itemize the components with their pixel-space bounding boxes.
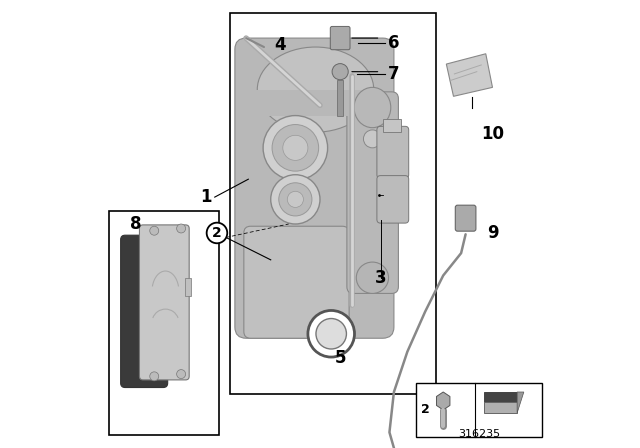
Bar	[246, 90, 383, 116]
FancyBboxPatch shape	[244, 226, 349, 338]
Text: 7: 7	[388, 65, 400, 83]
Polygon shape	[517, 392, 524, 413]
Circle shape	[283, 135, 308, 160]
FancyBboxPatch shape	[120, 235, 168, 388]
FancyBboxPatch shape	[235, 38, 394, 338]
FancyBboxPatch shape	[455, 205, 476, 231]
Text: 6: 6	[388, 34, 399, 52]
Bar	[484, 402, 517, 413]
Circle shape	[308, 310, 355, 357]
Polygon shape	[446, 54, 493, 96]
Circle shape	[150, 372, 159, 381]
FancyBboxPatch shape	[140, 225, 189, 380]
Circle shape	[177, 370, 186, 379]
Circle shape	[150, 226, 159, 235]
Circle shape	[263, 116, 328, 180]
Text: 2: 2	[212, 226, 222, 240]
Ellipse shape	[257, 47, 374, 132]
Polygon shape	[436, 392, 450, 410]
FancyBboxPatch shape	[330, 26, 350, 50]
Circle shape	[279, 183, 312, 216]
FancyBboxPatch shape	[377, 126, 409, 178]
Text: 316235: 316235	[458, 429, 500, 439]
Text: 9: 9	[486, 224, 499, 242]
Circle shape	[287, 191, 303, 207]
Bar	[185, 278, 191, 296]
Circle shape	[364, 130, 381, 148]
Bar	[337, 80, 343, 116]
Text: 10: 10	[481, 125, 504, 143]
Circle shape	[207, 223, 227, 243]
Bar	[109, 211, 219, 435]
Circle shape	[332, 64, 348, 80]
Text: 8: 8	[130, 215, 141, 233]
Bar	[230, 13, 436, 394]
Circle shape	[177, 224, 186, 233]
Text: 2: 2	[421, 402, 429, 416]
Bar	[383, 119, 401, 132]
Circle shape	[316, 319, 346, 349]
Circle shape	[271, 175, 320, 224]
Text: 3: 3	[374, 269, 387, 287]
Ellipse shape	[354, 87, 391, 128]
FancyBboxPatch shape	[377, 176, 409, 223]
FancyBboxPatch shape	[347, 92, 398, 293]
Text: 4: 4	[274, 36, 285, 54]
Text: 5: 5	[335, 349, 346, 367]
Text: 1: 1	[200, 188, 211, 206]
Bar	[484, 392, 517, 402]
Bar	[416, 383, 541, 437]
Circle shape	[272, 125, 319, 171]
Ellipse shape	[356, 262, 388, 293]
